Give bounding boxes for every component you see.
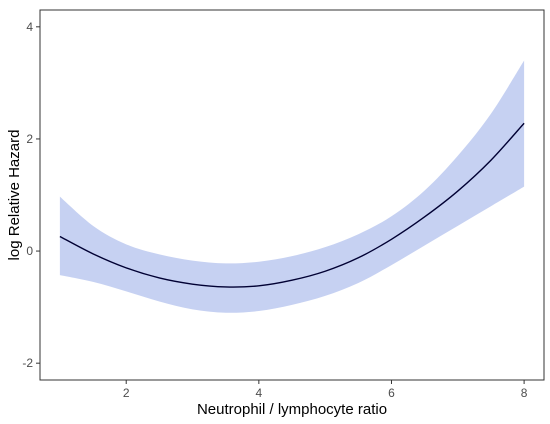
- y-axis: -2 0 2 4: [22, 20, 40, 370]
- x-tick-label: 8: [521, 386, 528, 400]
- x-axis: 2 4 6 8: [123, 380, 528, 400]
- confidence-band: [59, 60, 525, 313]
- y-tick-label: 2: [26, 132, 33, 146]
- plot-frame: [39, 9, 545, 381]
- y-tick-label: -2: [22, 356, 33, 370]
- hazard-curve: [59, 122, 525, 288]
- x-tick-label: 6: [388, 386, 395, 400]
- x-axis-title: Neutrophil / lymphocyte ratio: [197, 401, 387, 418]
- x-tick-label: 2: [123, 386, 130, 400]
- y-axis-title: log Relative Hazard: [6, 130, 23, 261]
- y-tick-label: 0: [26, 244, 33, 258]
- curve-layer: [59, 122, 525, 288]
- y-tick-label: 4: [26, 20, 33, 34]
- x-tick-label: 4: [255, 386, 262, 400]
- confidence-band-layer: [59, 60, 525, 313]
